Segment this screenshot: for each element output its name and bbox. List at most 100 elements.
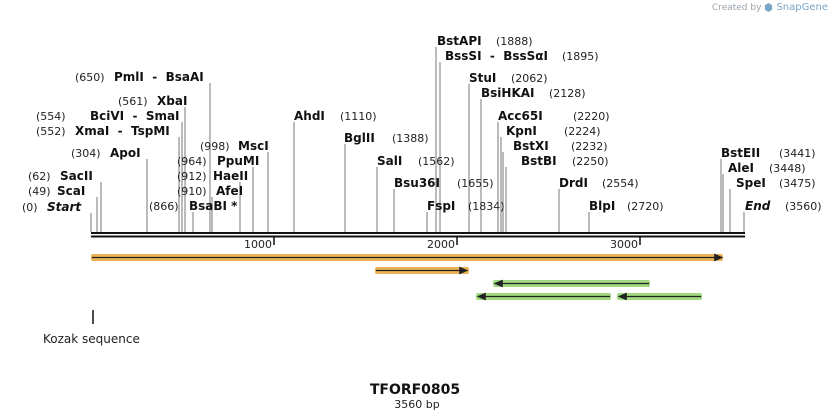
site-position: (1655) [457, 177, 494, 190]
site-28[interactable]: (3441) BstEII [721, 146, 816, 160]
site-position: (964) [177, 155, 207, 168]
plasmid-length: 3560 bp [394, 398, 439, 411]
site-25[interactable]: (2250) BstBI [521, 154, 609, 168]
site-30[interactable]: (3475) SpeI [736, 176, 816, 190]
features [91, 253, 724, 301]
site-24[interactable]: (2232) BstXI [513, 139, 608, 153]
site-29[interactable]: (3448) AleI [728, 161, 806, 175]
site-name: Acc65I [498, 109, 543, 123]
site-name: BsaBI * [189, 199, 238, 213]
site-position: (3448) [769, 162, 806, 175]
site-17[interactable]: (1834) FspI [427, 199, 505, 213]
site-22[interactable]: (2220) Acc65I [498, 109, 610, 123]
site-8[interactable]: (866) BsaBI * [149, 199, 238, 213]
site-position: (3475) [779, 177, 816, 190]
site-11[interactable]: (964) PpuMI [177, 154, 259, 168]
site-21[interactable]: (2128) BsiHKAI [481, 86, 586, 100]
site-18[interactable]: (1888) BstAPI [437, 34, 533, 48]
site-position: (1834) [468, 200, 505, 213]
credit-brand: SnapGene [776, 2, 828, 13]
feature-orf-reverse-1[interactable] [493, 279, 650, 288]
kozak-label: Kozak sequence [43, 332, 140, 346]
site-31[interactable]: (3560) End [745, 199, 822, 213]
site-name: KpnI [506, 124, 537, 138]
site-0[interactable]: (0) Start [22, 200, 82, 214]
site-position: (912) [177, 170, 207, 183]
site-name: HaeII [213, 169, 248, 183]
site-position: (304) [71, 147, 101, 160]
site-10[interactable]: (912) HaeII [177, 169, 248, 183]
site-position: (2232) [571, 140, 608, 153]
site-name: BciVI - SmaI [90, 109, 180, 123]
site-name: BstAPI [437, 34, 482, 48]
site-12[interactable]: (998) MscI [200, 139, 269, 153]
tick-label-2000: 2000 [427, 238, 455, 251]
site-5[interactable]: (561) XbaI [118, 94, 187, 108]
feature-orf-reverse-2[interactable] [476, 292, 611, 301]
site-name: SpeI [736, 176, 766, 190]
site-position: (1388) [392, 132, 429, 145]
site-name: XmaI - TspMI [75, 124, 170, 138]
site-position: (2554) [602, 177, 639, 190]
site-name: BlpI [589, 199, 615, 213]
site-position: (3560) [785, 200, 822, 213]
site-name: BstBI [521, 154, 557, 168]
site-position: (0) [22, 201, 38, 214]
site-position: (62) [28, 170, 51, 183]
site-position: (866) [149, 200, 179, 213]
site-6[interactable]: (650) PmlI - BsaAI [75, 70, 204, 84]
site-name: SalI [377, 154, 402, 168]
tick-label-3000: 3000 [610, 238, 638, 251]
site-23[interactable]: (2224) KpnI [506, 124, 601, 138]
site-position: (3441) [779, 147, 816, 160]
site-position: (2220) [573, 110, 610, 123]
site-name: ApoI [110, 146, 141, 160]
site-name: PmlI - BsaAI [114, 70, 204, 84]
site-15[interactable]: (1562) SalI [377, 154, 455, 168]
site-position: (998) [200, 140, 230, 153]
kozak-feature[interactable]: Kozak sequence [43, 310, 140, 346]
site-position: (1895) [562, 50, 599, 63]
site-9[interactable]: (910) AfeI [177, 184, 243, 198]
site-position: (2250) [572, 155, 609, 168]
site-14[interactable]: (1388) BglII [344, 131, 429, 145]
site-position: (2062) [511, 72, 548, 85]
site-position: (2720) [627, 200, 664, 213]
site-4[interactable]: (554) BciVI - SmaI [36, 109, 180, 123]
site-16[interactable]: (1655) Bsu36I [394, 176, 494, 190]
feature-orf-short[interactable] [375, 266, 469, 275]
site-20[interactable]: (2062) StuI [469, 71, 548, 85]
site-26[interactable]: (2554) DrdI [559, 176, 639, 190]
site-lines [90, 47, 745, 232]
site-13[interactable]: (1110) AhdI [294, 109, 377, 123]
site-27[interactable]: (2720) BlpI [589, 199, 664, 213]
site-name: XbaI [157, 94, 187, 108]
site-position: (1110) [340, 110, 377, 123]
site-3[interactable]: (552) XmaI - TspMI [36, 124, 170, 138]
site-position: (552) [36, 125, 66, 138]
feature-orf-reverse-3[interactable] [617, 292, 702, 301]
site-position: (910) [177, 185, 207, 198]
site-position: (2128) [549, 87, 586, 100]
site-position: (650) [75, 71, 105, 84]
feature-orf-main[interactable] [91, 253, 724, 262]
site-labels: (0) Start (49) ScaI (62) SacII (552) XmaI - Tsp… [22, 34, 822, 214]
snapgene-credit: Created by SnapGene [712, 2, 828, 13]
site-position: (1888) [496, 35, 533, 48]
credit-prefix: Created by [711, 2, 762, 13]
site-name: AleI [728, 161, 754, 175]
site-name: Bsu36I [394, 176, 440, 190]
site-19[interactable]: (1895) BssSI - BssSαI [445, 49, 599, 63]
site-name: FspI [427, 199, 455, 213]
site-position: (1562) [418, 155, 455, 168]
site-name: Start [47, 200, 82, 214]
site-2[interactable]: (62) SacII [28, 169, 93, 183]
site-name: BssSI - BssSαI [445, 49, 548, 63]
site-name: MscI [238, 139, 269, 153]
site-position: (561) [118, 95, 148, 108]
site-1[interactable]: (49) ScaI [28, 184, 85, 198]
site-name: End [745, 199, 771, 213]
site-name: ScaI [57, 184, 85, 198]
site-7[interactable]: (304) ApoI [71, 146, 141, 160]
site-position: (554) [36, 110, 66, 123]
